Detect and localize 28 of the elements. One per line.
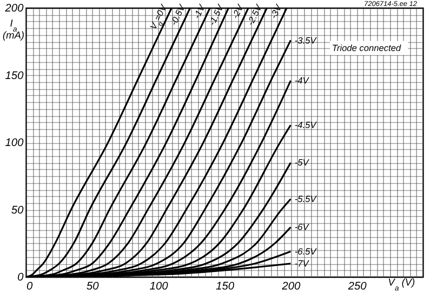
text: -3V xyxy=(268,2,284,20)
x-tick-label: 50 xyxy=(86,280,100,292)
series-label: -5.5V xyxy=(294,194,318,204)
y-tick-label: 0 xyxy=(17,272,24,284)
y-tick-label: 200 xyxy=(4,2,24,14)
text: -1V xyxy=(192,2,208,20)
x-tick-label: 100 xyxy=(150,280,169,292)
x-tick-label: 250 xyxy=(347,280,368,292)
x-tick-label: 0 xyxy=(26,280,34,292)
x-tick-label: 150 xyxy=(216,280,236,292)
series-label: -4V xyxy=(294,76,310,86)
y-axis-title: I$_{a}$ (mA) xyxy=(2,18,24,42)
text: -2.5V xyxy=(245,2,264,27)
text: -1.5V xyxy=(206,2,226,27)
x-axis-title: V$_{a}$ (V) xyxy=(388,278,415,292)
series-label: -7V xyxy=(294,258,310,269)
series-label: -4.5V xyxy=(294,120,318,130)
series-label: -3.5V xyxy=(294,35,318,46)
series-label: -6.5V xyxy=(294,246,318,256)
y-tick-label: 50 xyxy=(11,204,24,216)
text: -0.5V xyxy=(168,2,188,27)
y-tick-label: 100 xyxy=(5,137,24,149)
annotation: Triode connected xyxy=(332,43,402,53)
y-tick-label: 150 xyxy=(5,70,24,82)
x-tick-label: 200 xyxy=(280,280,302,292)
text: -2V xyxy=(230,2,246,20)
series-label: -6V xyxy=(294,222,310,232)
series-label: -5V xyxy=(294,158,310,168)
